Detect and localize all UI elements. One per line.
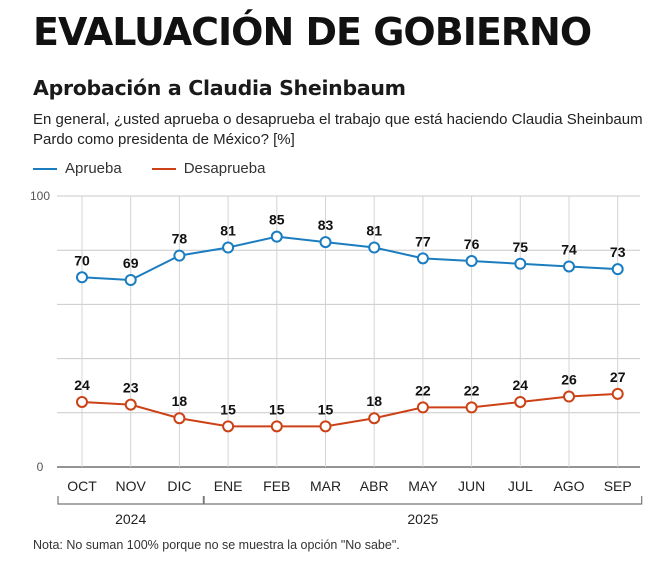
legend-swatch-desaprueba <box>151 167 176 170</box>
x-tick-label: NOV <box>116 478 147 494</box>
x-tick-label: OCT <box>67 478 97 494</box>
data-label-aprueba: 81 <box>220 222 236 238</box>
legend-swatch-aprueba <box>33 167 57 170</box>
data-point-aprueba <box>76 271 88 284</box>
x-tick-label: FEB <box>263 478 290 494</box>
data-point-desaprueba <box>76 395 88 408</box>
data-point-desaprueba <box>416 401 429 414</box>
data-label-aprueba: 70 <box>74 252 90 268</box>
page-title: EVALUACIÓN DE GOBIERNO <box>33 10 592 54</box>
chart-legend: Aprueba Desaprueba <box>33 160 265 177</box>
data-point-aprueba <box>270 230 283 243</box>
data-point-aprueba <box>319 236 332 249</box>
data-label-desaprueba: 18 <box>172 393 188 409</box>
survey-question: En general, ¿usted aprueba o desaprueba … <box>33 111 643 148</box>
data-label-aprueba: 78 <box>172 231 188 247</box>
data-label-aprueba: 74 <box>561 241 577 257</box>
chart-subtitle: Aprobación a Claudia Sheinbaum <box>33 76 406 100</box>
y-tick-label: 0 <box>37 460 44 474</box>
year-label: 2024 <box>115 511 146 527</box>
data-point-desaprueba <box>563 390 575 403</box>
data-label-aprueba: 69 <box>123 255 139 271</box>
data-label-desaprueba: 22 <box>464 382 480 398</box>
year-bracket <box>57 496 204 505</box>
data-label-aprueba: 73 <box>610 244 626 260</box>
legend-label-desaprueba: Desaprueba <box>183 160 266 177</box>
data-point-aprueba <box>611 263 624 276</box>
data-label-aprueba: 76 <box>464 236 480 252</box>
year-bracket <box>203 496 643 505</box>
data-point-desaprueba <box>222 420 235 433</box>
data-label-desaprueba: 15 <box>318 401 334 417</box>
x-tick-label: ABR <box>360 478 389 494</box>
legend-label-aprueba: Aprueba <box>65 160 122 177</box>
series-line-desaprueba <box>81 392 618 428</box>
data-point-desaprueba <box>514 395 527 408</box>
data-label-desaprueba: 24 <box>74 377 90 393</box>
data-point-aprueba <box>222 241 235 254</box>
data-point-aprueba <box>173 249 186 262</box>
y-tick-label: 100 <box>30 189 50 203</box>
data-point-aprueba <box>416 252 429 265</box>
x-tick-label: ENE <box>214 478 243 494</box>
series-line-aprueba <box>81 235 618 282</box>
data-point-desaprueba <box>465 401 478 414</box>
x-tick-label: JUL <box>508 478 533 494</box>
data-point-desaprueba <box>270 420 283 433</box>
data-point-aprueba <box>563 260 575 273</box>
data-label-desaprueba: 22 <box>415 382 431 398</box>
data-label-desaprueba: 23 <box>123 380 139 396</box>
x-tick-label: AGO <box>553 478 584 494</box>
data-label-aprueba: 75 <box>513 239 529 255</box>
data-label-desaprueba: 26 <box>561 372 577 388</box>
data-point-aprueba <box>514 257 527 270</box>
data-point-aprueba <box>124 274 137 287</box>
data-point-aprueba <box>465 255 478 268</box>
data-point-desaprueba <box>124 398 137 411</box>
x-tick-label: MAR <box>310 478 341 494</box>
x-tick-label: SEP <box>604 478 632 494</box>
data-label-desaprueba: 18 <box>366 393 382 409</box>
data-label-aprueba: 83 <box>318 217 334 233</box>
data-label-desaprueba: 15 <box>220 401 236 417</box>
data-label-aprueba: 81 <box>366 222 382 238</box>
data-label-desaprueba: 24 <box>513 377 529 393</box>
x-tick-label: DIC <box>167 478 191 494</box>
year-label: 2025 <box>407 511 438 527</box>
data-point-desaprueba <box>319 420 332 433</box>
footnote: Nota: No suman 100% porque no se muestra… <box>33 538 400 552</box>
data-point-desaprueba <box>173 412 186 425</box>
data-label-desaprueba: 27 <box>610 369 626 385</box>
x-tick-label: MAY <box>408 478 438 494</box>
x-tick-label: JUN <box>458 478 485 494</box>
data-point-aprueba <box>368 241 381 254</box>
legend-item-desaprueba[interactable]: Desaprueba <box>151 160 266 177</box>
data-label-aprueba: 85 <box>269 212 285 228</box>
legend-item-aprueba[interactable]: Aprueba <box>33 160 122 177</box>
data-label-desaprueba: 15 <box>269 401 285 417</box>
data-point-desaprueba <box>368 412 381 425</box>
data-label-aprueba: 77 <box>415 233 431 249</box>
data-point-desaprueba <box>611 387 624 400</box>
